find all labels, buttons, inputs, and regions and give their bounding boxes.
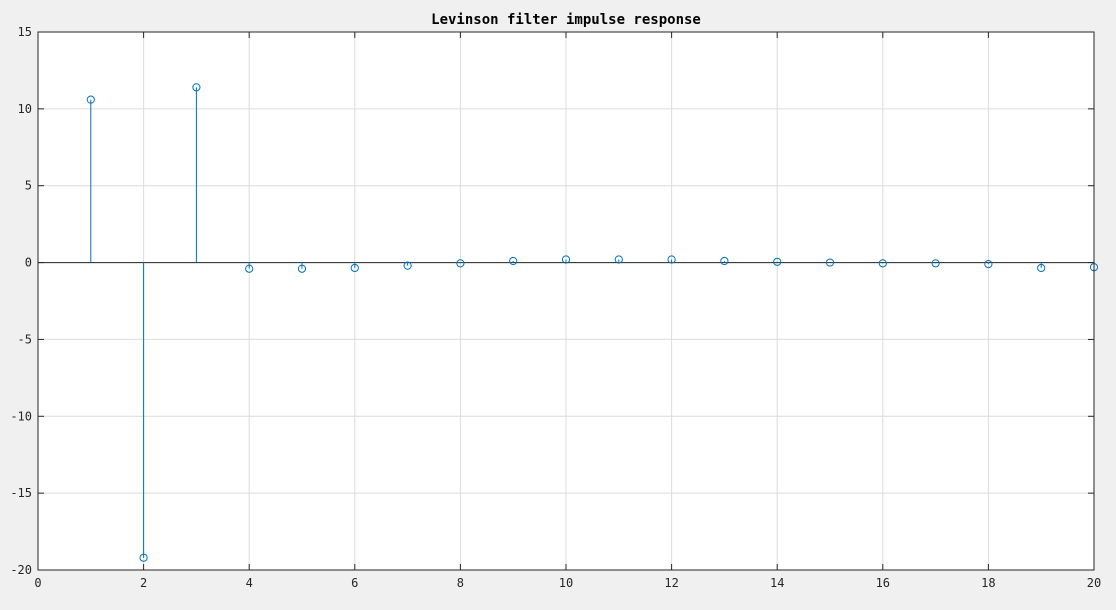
y-tick-label: -15 (10, 486, 32, 500)
y-tick-label: 0 (25, 256, 32, 270)
stem-marker (297, 264, 307, 273)
stem-marker (245, 264, 254, 273)
stem-marker (825, 258, 835, 267)
y-tick-label: 10 (18, 102, 32, 116)
y-tick-label: 5 (25, 179, 32, 193)
stem-marker (720, 256, 729, 266)
x-tick-label: 2 (140, 576, 147, 590)
x-tick-label: 20 (1087, 576, 1101, 590)
stem-marker (614, 255, 623, 264)
x-axis: 0 2 4 6 8 10 12 14 16 18 20 (34, 32, 1101, 590)
x-tick-label: 18 (981, 576, 995, 590)
x-tick-label: 8 (457, 576, 464, 590)
y-tick-label: -10 (10, 409, 32, 423)
stem-marker (403, 261, 412, 270)
x-tick-label: 6 (351, 576, 358, 590)
stem-marker (350, 263, 359, 273)
stem-marker (139, 553, 148, 562)
chart-title: Levinson filter impulse response (431, 12, 701, 28)
x-tick-label: 12 (664, 576, 678, 590)
x-tick-label: 16 (876, 576, 890, 590)
stem-marker (1037, 263, 1046, 273)
x-tick-label: 14 (770, 576, 784, 590)
stem-marker (667, 255, 676, 264)
y-tick-label: -20 (10, 563, 32, 577)
stem-marker (192, 83, 201, 92)
stem-marker (984, 260, 993, 269)
stem-marker (773, 257, 782, 266)
y-tick-label: 15 (18, 25, 32, 39)
x-tick-label: 4 (246, 576, 253, 590)
stem-marker (456, 259, 465, 268)
stem-marker (561, 255, 571, 264)
stem-marker (86, 95, 95, 104)
stem-marker (931, 259, 940, 268)
y-axis: -20 -15 -10 -5 0 5 10 15 (10, 25, 1094, 577)
stem-series (86, 83, 1099, 562)
y-tick-label: -5 (18, 332, 32, 346)
stem-marker (878, 259, 887, 268)
x-tick-label: 10 (559, 576, 573, 590)
stem-marker (509, 256, 518, 266)
x-tick-label: 0 (34, 576, 41, 590)
